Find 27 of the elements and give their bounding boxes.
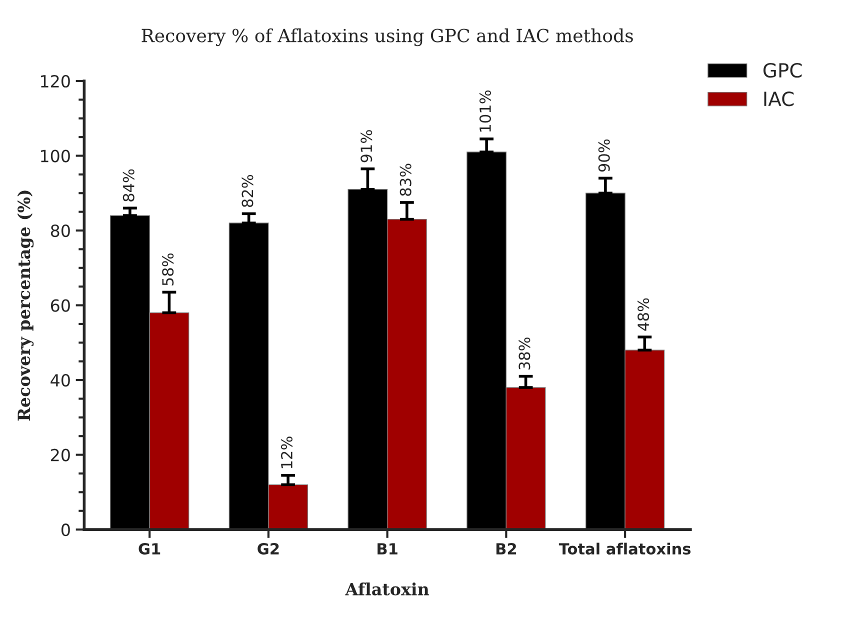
y-tick-label: 80: [50, 224, 70, 238]
x-tick-label: G1: [138, 543, 160, 555]
legend-label: GPC: [763, 62, 802, 78]
data-label: 83%: [400, 164, 412, 196]
legend-label: IAC: [764, 91, 794, 106]
y-tick-label: 120: [41, 74, 70, 88]
y-axis-title: Recovery percentage (%): [17, 190, 34, 421]
data-label: 91%: [360, 130, 372, 162]
x-tick-label: B1: [378, 543, 398, 554]
data-label: 90%: [598, 139, 610, 172]
x-tick-label: G2: [258, 543, 279, 555]
y-tick-label: 20: [51, 448, 70, 462]
y-tick-label: 60: [50, 299, 70, 312]
data-label: 84%: [122, 169, 134, 202]
data-label: 48%: [638, 298, 650, 331]
chart-title: Recovery % of Aflatoxins using GPC and IAC methods: [142, 28, 633, 46]
y-tick-label: 100: [41, 150, 70, 162]
y-tick-label: 40: [50, 374, 70, 387]
x-axis-title: Aflatoxin: [345, 582, 430, 596]
data-label: 12%: [280, 436, 292, 468]
x-tick-label: B2: [496, 543, 516, 554]
data-label: 38%: [518, 338, 530, 370]
data-label: 82%: [242, 174, 254, 208]
y-tick-label: 0: [62, 524, 70, 536]
data-label: 101%: [479, 90, 492, 132]
data-label: 58%: [162, 253, 174, 286]
x-tick-label: Total aflatoxins: [558, 542, 691, 555]
